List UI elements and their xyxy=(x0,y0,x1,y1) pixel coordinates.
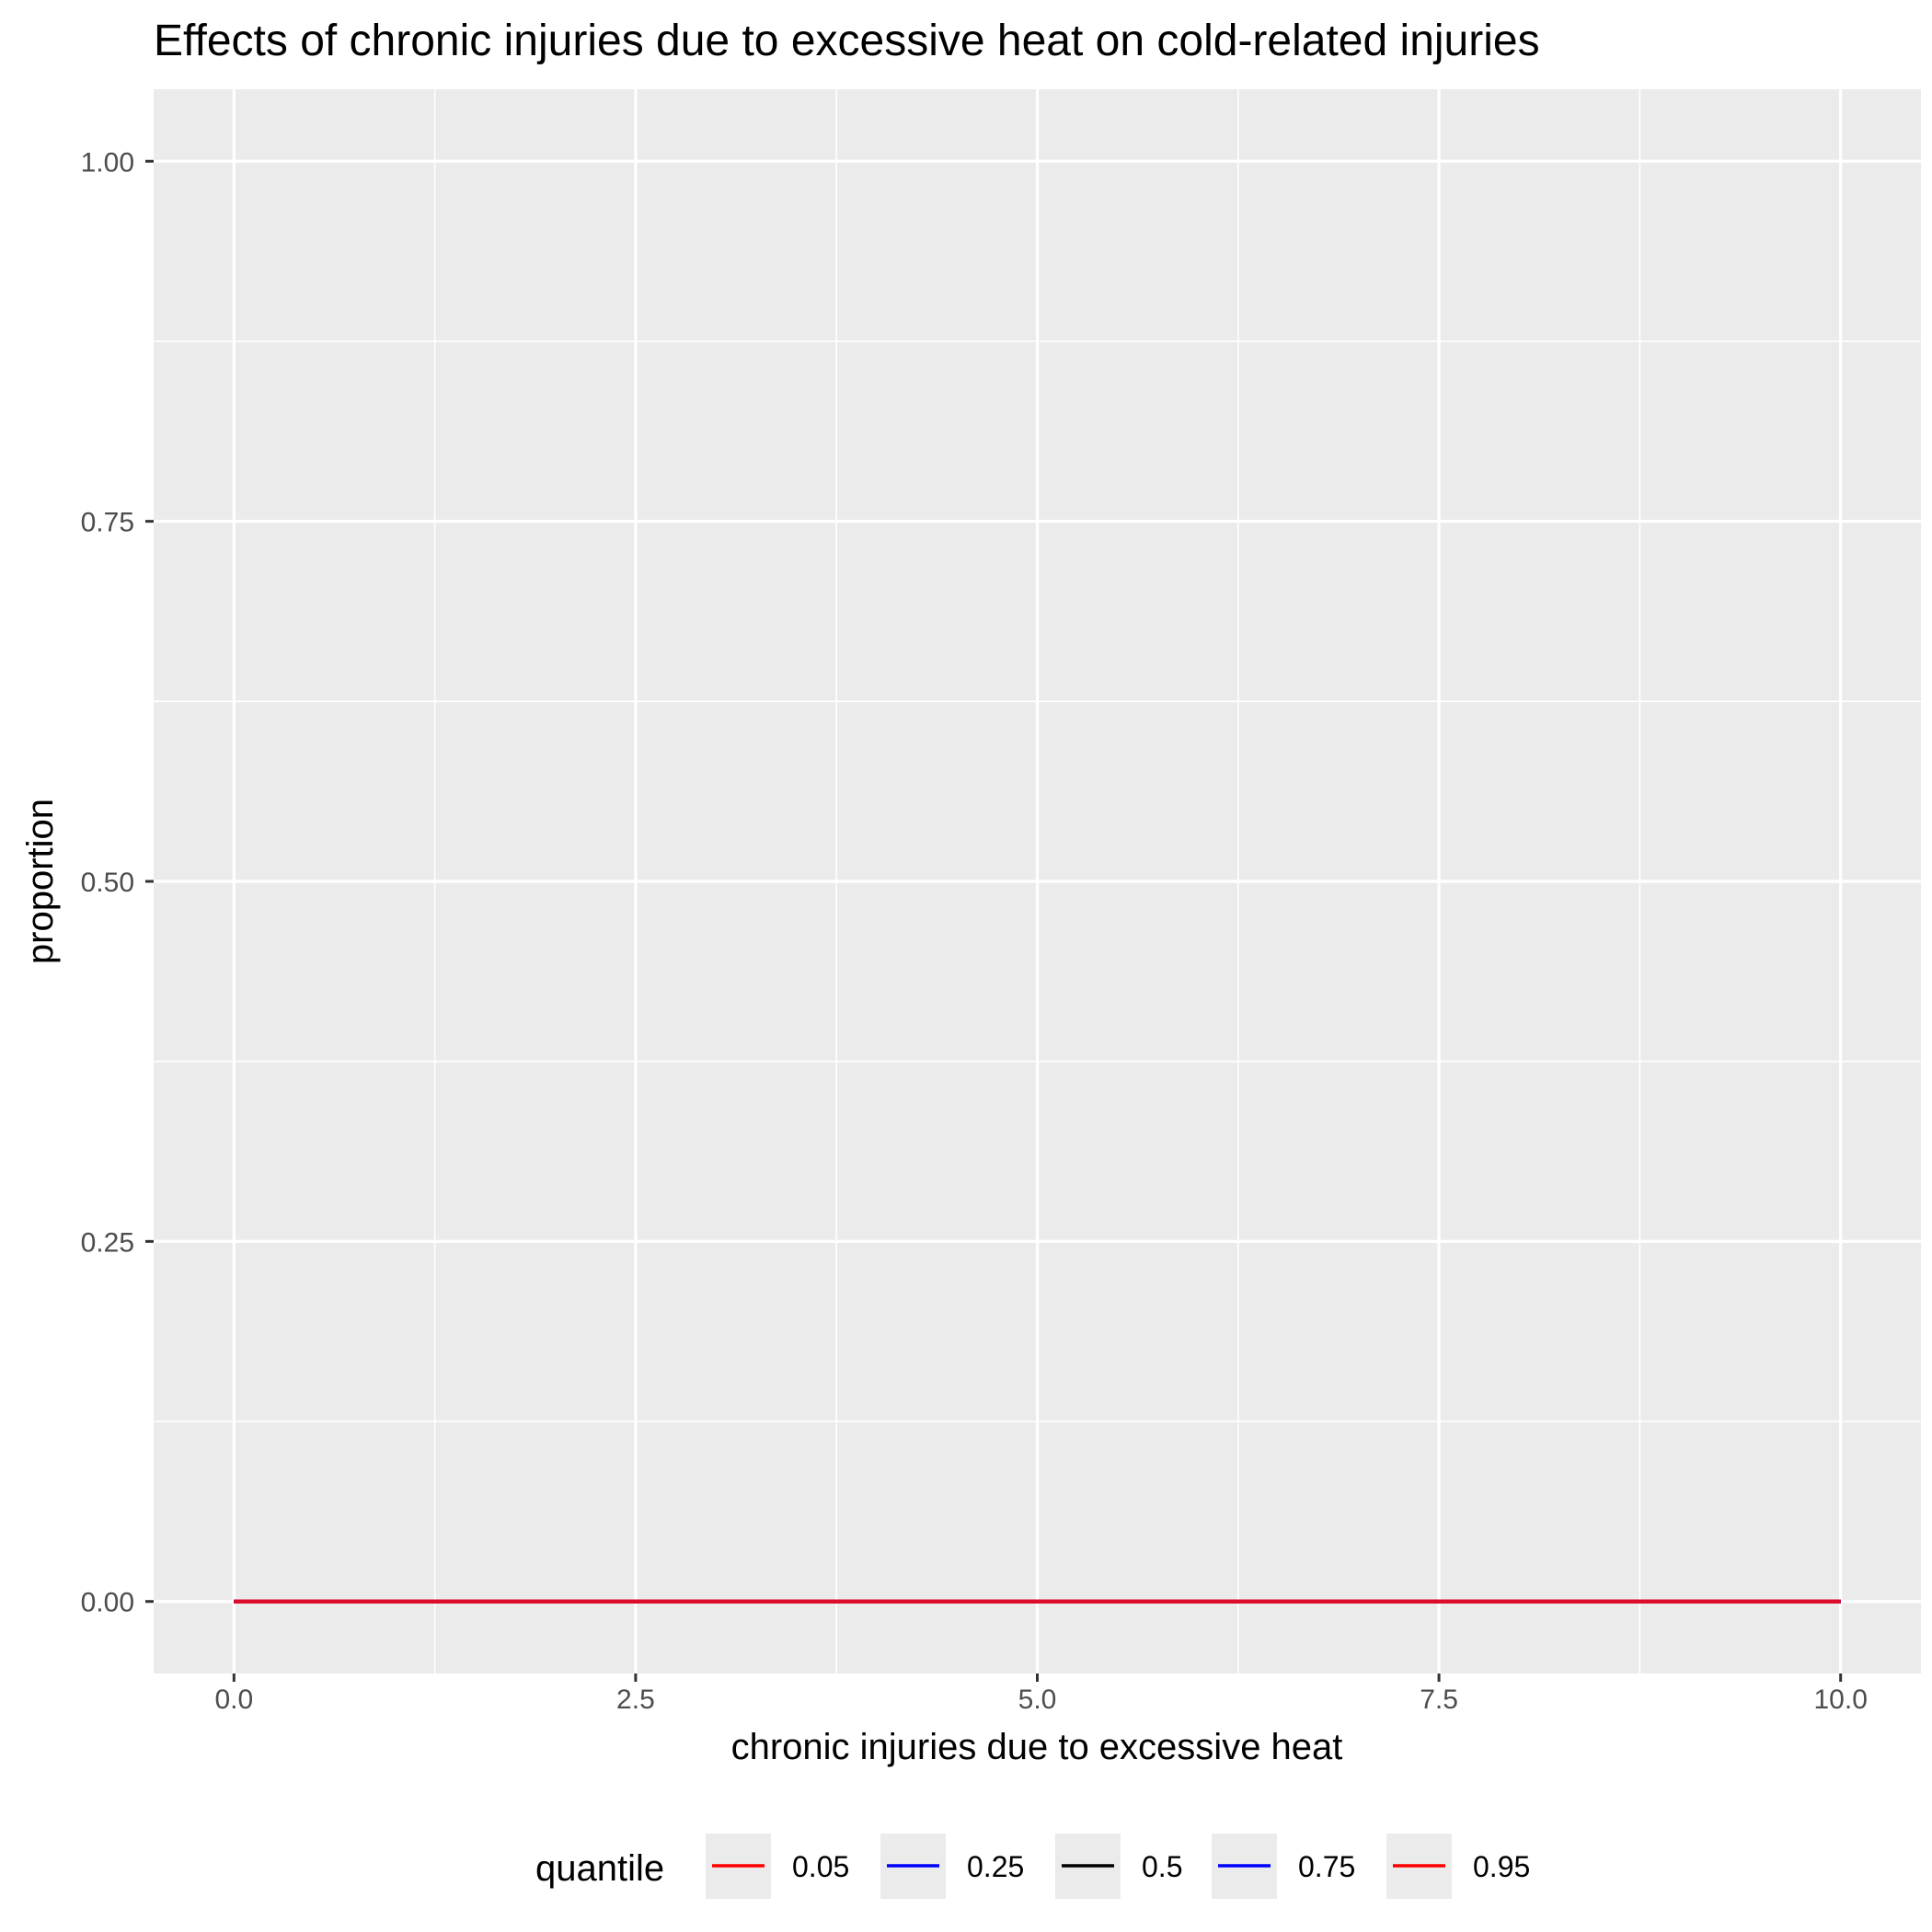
legend-label: 0.75 xyxy=(1298,1850,1355,1883)
legend-label: 0.05 xyxy=(792,1850,849,1883)
y-tick-label: 0.25 xyxy=(81,1227,134,1258)
legend-item-0-25: 0.25 xyxy=(880,1834,1024,1899)
x-tick-label: 2.5 xyxy=(616,1685,655,1715)
legend: quantile 0.05 0.25 0.5 0.75 0.95 xyxy=(535,1834,1530,1899)
legend-item-0-95: 0.95 xyxy=(1386,1834,1530,1899)
chart-title: Effects of chronic injuries due to exces… xyxy=(154,17,1540,65)
x-axis: 0.0 2.5 5.0 7.5 10.0 xyxy=(214,1673,1868,1715)
x-axis-title: chronic injuries due to excessive heat xyxy=(731,1727,1343,1767)
y-tick-label: 0.75 xyxy=(81,508,134,538)
legend-title: quantile xyxy=(535,1848,664,1889)
legend-item-0-05: 0.05 xyxy=(706,1834,849,1899)
y-axis-title: proportion xyxy=(20,799,61,964)
legend-item-0-75: 0.75 xyxy=(1212,1834,1355,1899)
x-tick-label: 0.0 xyxy=(214,1685,253,1715)
y-axis: 0.00 0.25 0.50 0.75 1.00 xyxy=(81,147,154,1618)
y-tick-label: 1.00 xyxy=(81,147,134,178)
x-tick-label: 5.0 xyxy=(1018,1685,1057,1715)
x-tick-label: 10.0 xyxy=(1813,1685,1867,1715)
y-tick-label: 0.00 xyxy=(81,1588,134,1618)
x-tick-label: 7.5 xyxy=(1420,1685,1458,1715)
legend-label: 0.95 xyxy=(1473,1850,1530,1883)
legend-label: 0.5 xyxy=(1142,1850,1182,1883)
legend-items: 0.05 0.25 0.5 0.75 0.95 xyxy=(706,1834,1530,1899)
legend-label: 0.25 xyxy=(967,1850,1024,1883)
legend-item-0-5: 0.5 xyxy=(1055,1834,1182,1899)
y-tick-label: 0.50 xyxy=(81,868,134,898)
